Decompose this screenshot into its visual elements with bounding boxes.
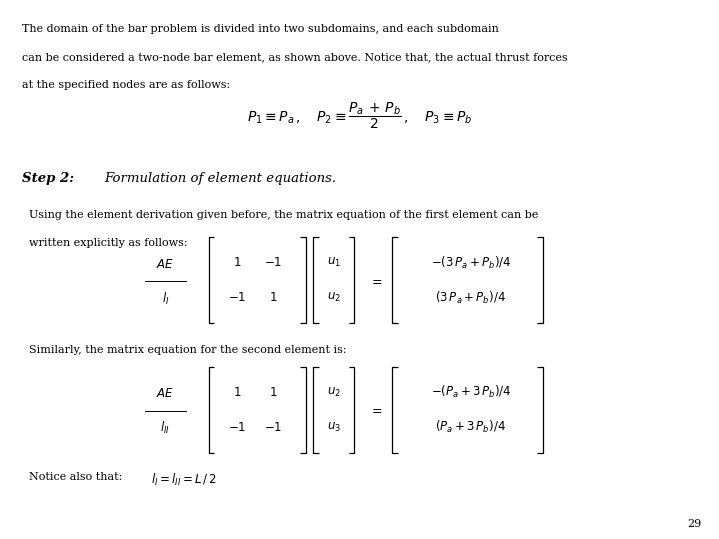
Text: can be considered a two-node bar element, as shown above. Notice that, the actua: can be considered a two-node bar element… [22,52,567,63]
Text: $u_1$: $u_1$ [327,256,342,270]
Text: Step 2:: Step 2: [22,172,73,185]
Text: Similarly, the matrix equation for the second element is:: Similarly, the matrix equation for the s… [29,345,347,355]
Text: $=$: $=$ [369,403,383,416]
Text: $l_{II}$: $l_{II}$ [160,420,170,436]
Text: written explicitly as follows:: written explicitly as follows: [29,238,188,248]
Text: 29: 29 [687,519,701,529]
Text: $1$: $1$ [233,385,242,399]
Text: at the specified nodes are as follows:: at the specified nodes are as follows: [22,80,230,91]
Text: Formulation of element equations.: Formulation of element equations. [104,172,336,185]
Text: $-(3\,P_a + P_b)/4$: $-(3\,P_a + P_b)/4$ [431,255,511,271]
Text: $=$: $=$ [369,274,383,287]
Text: Notice also that:: Notice also that: [29,472,122,482]
Text: $l_I = l_{II} = L\,/\,2$: $l_I = l_{II} = L\,/\,2$ [151,472,217,488]
Text: $-1$: $-1$ [264,256,283,270]
Text: $1$: $1$ [269,291,278,305]
Text: $AE$: $AE$ [156,258,175,271]
Text: $-(P_a + 3\,P_b)/4$: $-(P_a + 3\,P_b)/4$ [431,384,511,400]
Text: $(3\,P_a + P_b)/4$: $(3\,P_a + P_b)/4$ [436,290,506,306]
Text: $u_2$: $u_2$ [327,291,342,305]
Text: $1$: $1$ [233,256,242,270]
Text: $l_I$: $l_I$ [162,291,169,307]
Text: $P_1 \equiv P_a\,,\quad P_2 \equiv \dfrac{P_a\,+\,P_b}{2}\,,\quad P_3 \equiv P_b: $P_1 \equiv P_a\,,\quad P_2 \equiv \dfra… [247,100,472,132]
Text: Using the element derivation given before, the matrix equation of the first elem: Using the element derivation given befor… [29,210,538,220]
Text: $-1$: $-1$ [228,291,247,305]
Text: $AE$: $AE$ [156,387,175,400]
Text: $1$: $1$ [269,385,278,399]
Text: $(P_a + 3\,P_b)/4$: $(P_a + 3\,P_b)/4$ [436,419,506,435]
Text: $u_3$: $u_3$ [327,420,342,434]
Text: The domain of the bar problem is divided into two subdomains, and each subdomain: The domain of the bar problem is divided… [22,24,498,34]
Text: $u_2$: $u_2$ [327,385,342,399]
Text: $-1$: $-1$ [264,420,283,434]
Text: $-1$: $-1$ [228,420,247,434]
